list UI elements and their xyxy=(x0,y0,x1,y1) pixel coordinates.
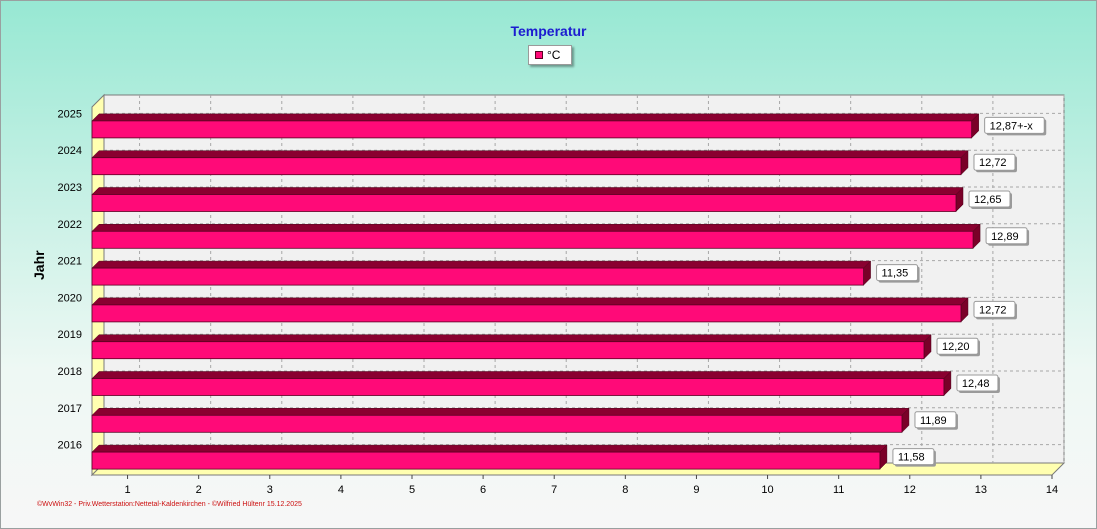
x-tick-label: 11 xyxy=(833,484,844,496)
x-tick-label: 13 xyxy=(975,484,987,496)
data-label-box xyxy=(973,300,1016,318)
legend-swatch xyxy=(535,51,543,59)
data-label: 11,58 xyxy=(898,452,925,464)
bar-top-face xyxy=(91,187,964,195)
y-tick-label: 2018 xyxy=(58,366,82,378)
data-label: 11,89 xyxy=(920,415,947,427)
legend: °C xyxy=(528,45,572,65)
bar-top-face xyxy=(91,113,980,122)
bar xyxy=(91,120,973,139)
data-label: 12,65 xyxy=(974,194,1002,206)
data-label: 12,72 xyxy=(979,304,1007,316)
data-label-box xyxy=(936,337,979,355)
y-tick-label: 2017 xyxy=(58,403,82,415)
bar-top-face xyxy=(91,297,969,306)
y-tick-label: 2019 xyxy=(58,329,82,341)
data-label-box xyxy=(984,116,1045,134)
bar-top-face xyxy=(91,150,969,158)
x-tick-label: 12 xyxy=(904,484,916,496)
data-label: 12,20 xyxy=(942,341,970,353)
bar-top-face xyxy=(91,408,910,416)
y-tick-label: 2022 xyxy=(58,219,82,231)
bar-top-face xyxy=(91,260,872,269)
y-tick-label: 2023 xyxy=(58,182,82,194)
x-tick-label: 7 xyxy=(551,484,557,496)
x-tick-label: 4 xyxy=(338,484,344,496)
y-tick-label: 2024 xyxy=(58,145,82,157)
data-label-box xyxy=(968,190,1011,208)
x-tick-label: 1 xyxy=(124,484,130,496)
data-label-box xyxy=(876,264,919,282)
data-label-box xyxy=(985,227,1028,245)
data-label-box xyxy=(973,153,1016,171)
data-label-box xyxy=(892,448,935,466)
data-label: 12,72 xyxy=(979,157,1007,169)
bar xyxy=(91,341,925,360)
y-tick-label: 2016 xyxy=(58,440,82,452)
bar xyxy=(91,378,945,396)
data-label: 12,89 xyxy=(991,231,1019,243)
bar xyxy=(91,304,962,323)
bar-top-face xyxy=(91,371,952,379)
bar xyxy=(91,414,903,433)
x-tick-label: 2 xyxy=(196,484,202,496)
bar xyxy=(91,451,881,470)
bar-top-face xyxy=(91,224,981,232)
x-tick-label: 3 xyxy=(267,484,273,496)
data-label-box xyxy=(956,374,999,392)
footer-credit: ©WvWin32 - Priv.Wetterstation:Nettetal-K… xyxy=(37,501,302,508)
y-tick-label: 2021 xyxy=(58,256,82,268)
legend-label: °C xyxy=(547,48,561,62)
x-tick-label: 8 xyxy=(622,484,628,496)
y-tick-label: 2025 xyxy=(58,108,82,120)
data-label-box xyxy=(914,411,957,429)
x-tick-label: 10 xyxy=(761,484,773,496)
bar xyxy=(91,230,974,249)
x-tick-label: 6 xyxy=(480,484,486,496)
data-label: 12,48 xyxy=(962,378,990,390)
data-label: 12,87+-x xyxy=(990,120,1034,132)
data-label: 11,35 xyxy=(882,268,909,280)
bar xyxy=(91,157,962,176)
chart-title: Temperatur xyxy=(510,23,587,39)
bar xyxy=(91,194,957,212)
x-tick-label: 5 xyxy=(409,484,415,496)
x-tick-label: 14 xyxy=(1046,484,1058,496)
bar-top-face xyxy=(91,334,932,342)
bar xyxy=(91,267,864,286)
bar-top-face xyxy=(91,444,888,453)
x-tick-label: 9 xyxy=(693,484,699,496)
y-tick-label: 2020 xyxy=(58,292,82,304)
